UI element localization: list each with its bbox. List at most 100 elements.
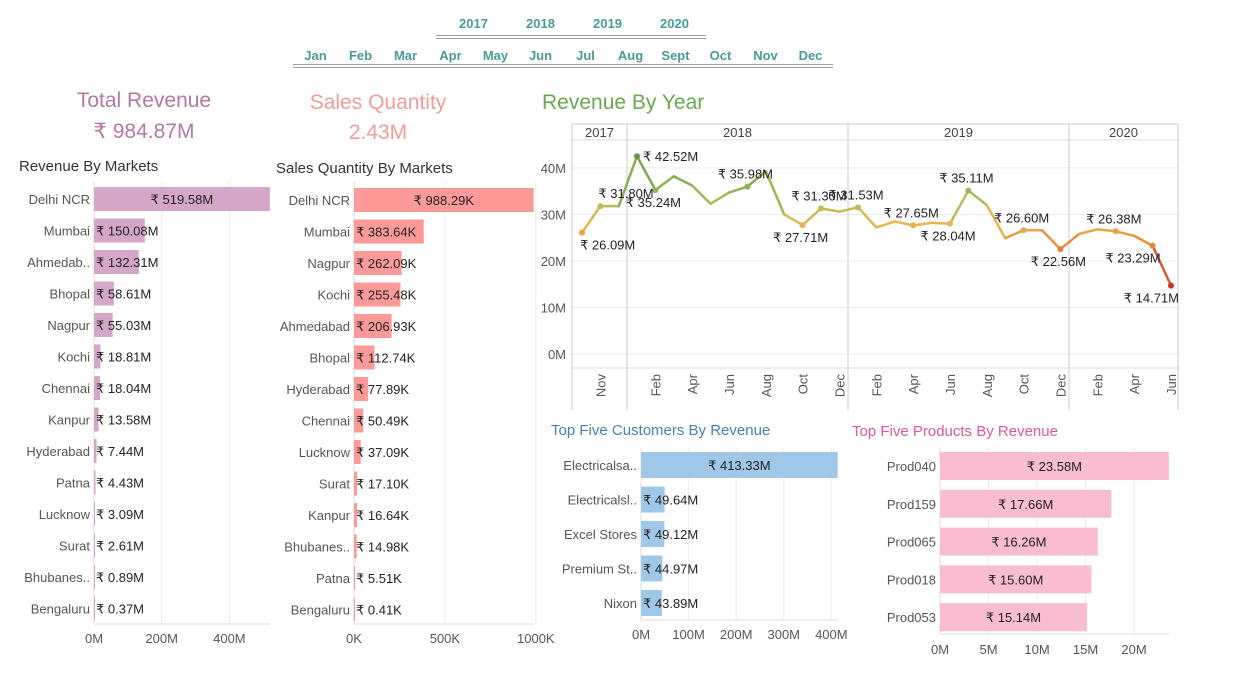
quantity-markets-chart-value-label: ₹ 50.49K xyxy=(356,414,409,429)
revenue-markets-chart-bar xyxy=(94,218,145,243)
month-filter-apr[interactable]: Apr xyxy=(439,48,462,63)
quantity-markets-chart-category-label: Kanpur xyxy=(308,508,351,523)
year-filter-2020[interactable]: 2020 xyxy=(660,16,689,31)
quantity-markets-chart-bar xyxy=(354,566,356,590)
year-filter-2018[interactable]: 2018 xyxy=(526,16,555,31)
line-chart-data-label: ₹ 14.71M xyxy=(1124,291,1179,306)
line-chart-xtick: Apr xyxy=(685,373,700,394)
line-chart-point xyxy=(579,229,585,236)
line-chart-segment xyxy=(801,207,823,227)
quantity-markets-chart-category-label: Bengaluru xyxy=(291,603,350,618)
line-chart-point xyxy=(1020,227,1027,234)
line-chart-segment xyxy=(709,191,731,205)
revenue-markets-chart-bar xyxy=(94,250,139,274)
top-products-chart-category-label: Prod053 xyxy=(887,610,936,625)
line-chart-xtick: Jun xyxy=(722,374,737,395)
line-chart-segment xyxy=(1040,229,1062,251)
line-chart-year-header: 2019 xyxy=(944,125,973,140)
quantity-markets-chart-value-label: ₹ 17.10K xyxy=(356,477,409,492)
month-filter-jan[interactable]: Jan xyxy=(304,48,327,63)
line-chart-segment xyxy=(1003,229,1025,240)
line-chart-xtick: Jun xyxy=(1164,374,1179,395)
line-chart-segment xyxy=(856,206,878,229)
revenue-markets-chart-category-label: Ahmedab.. xyxy=(27,255,90,270)
revenue-markets-chart-value-label: ₹ 7.44M xyxy=(96,444,144,459)
line-chart-segment xyxy=(1151,244,1173,287)
line-chart-segment xyxy=(1132,234,1154,247)
line-chart-ytick: 10M xyxy=(541,301,566,316)
revenue-markets-chart-bar xyxy=(94,376,101,400)
revenue-markets-chart-bar xyxy=(94,565,95,589)
revenue-markets-chart-bar xyxy=(94,407,99,432)
revenue-markets-chart-category-label: Nagpur xyxy=(47,318,90,333)
top-customers-title: Top Five Customers By Revenue xyxy=(551,422,771,439)
top-products-chart-bar xyxy=(940,603,1087,632)
quantity-markets-chart-value-label: ₹ 255.48K xyxy=(356,288,417,303)
revenue-by-markets-title: Revenue By Markets xyxy=(19,158,159,175)
quantity-markets-chart-category-label: Delhi NCR xyxy=(289,193,350,208)
quantity-markets-chart-value-label: ₹ 383.64K xyxy=(356,225,417,240)
revenue-markets-chart-value-label: ₹ 13.58M xyxy=(96,413,151,428)
line-chart-data-label: ₹ 35.11M xyxy=(939,171,993,186)
month-filter-jul[interactable]: Jul xyxy=(576,48,595,63)
revenue-markets-chart-value-label: ₹ 0.37M xyxy=(96,602,144,617)
line-chart-segment xyxy=(746,169,768,188)
line-chart-segment xyxy=(911,221,933,227)
line-chart-segment xyxy=(727,185,749,194)
top-products-chart-bar xyxy=(940,527,1098,556)
line-chart-segment xyxy=(764,169,786,216)
year-filter-2019[interactable]: 2019 xyxy=(593,16,622,31)
month-filter-sept[interactable]: Sept xyxy=(661,48,690,63)
line-chart-segment xyxy=(1096,228,1118,233)
line-chart-segment xyxy=(580,204,602,234)
revenue-markets-chart-category-label: Patna xyxy=(56,476,91,491)
quantity-markets-chart-xtick: 500K xyxy=(430,631,461,646)
quantity-markets-chart-category-label: Surat xyxy=(319,477,350,492)
quantity-markets-chart-bar xyxy=(354,219,424,244)
quantity-markets-chart-category-label: Mumbai xyxy=(304,225,350,240)
line-chart-data-label: ₹ 26.60M xyxy=(994,210,1049,225)
line-chart-segment xyxy=(782,213,804,227)
total-revenue-value: ₹ 984.87M xyxy=(93,120,195,143)
revenue-markets-chart-value-label: ₹ 519.58M xyxy=(151,192,213,207)
top-customers-chart-bar xyxy=(641,590,662,616)
revenue-markets-chart: 0M 200M 400M Delhi NCR ₹ 519.58M Mumbai ₹ 150.… xyxy=(24,182,270,646)
line-chart-segment xyxy=(819,207,841,213)
year-filter-2017[interactable]: 2017 xyxy=(459,16,488,31)
revenue-markets-chart-bar xyxy=(94,187,270,211)
line-chart-data-label: ₹ 35.98M xyxy=(718,167,773,182)
line-chart-segment xyxy=(654,175,676,192)
line-chart-point xyxy=(1168,282,1174,289)
top-customers-chart-bar xyxy=(641,452,838,478)
line-chart-xtick: Dec xyxy=(1053,374,1068,398)
month-filter-divider xyxy=(293,64,833,65)
top-products-chart-bar xyxy=(940,452,1169,480)
month-filter-jun[interactable]: Jun xyxy=(528,48,553,63)
quantity-markets-chart-category-label: Bhopal xyxy=(310,351,351,366)
quantity-markets-chart-value-label: ₹ 16.64K xyxy=(356,508,409,523)
revenue-markets-chart-category-label: Hyderabad xyxy=(26,444,90,459)
top-products-chart-value-label: ₹ 17.66M xyxy=(998,497,1053,512)
revenue-markets-chart-bar xyxy=(94,533,95,558)
line-chart-point xyxy=(597,203,604,210)
month-filter-feb[interactable]: Feb xyxy=(348,48,373,63)
month-filter-mar[interactable]: Mar xyxy=(393,48,418,63)
line-chart-data-label: ₹ 35.24M xyxy=(626,195,681,210)
line-chart-xtick: Jun xyxy=(943,374,958,395)
revenue-markets-chart-bar xyxy=(94,470,96,495)
quantity-markets-chart-category-label: Bhubanes.. xyxy=(284,540,350,555)
quantity-markets-chart-bar xyxy=(354,503,358,527)
revenue-markets-chart-category-label: Bhopal xyxy=(50,287,91,302)
revenue-markets-chart-category-label: Bhubanes.. xyxy=(24,570,90,585)
month-filter-oct[interactable]: Oct xyxy=(709,48,732,63)
month-filter-aug[interactable]: Aug xyxy=(617,48,644,63)
month-filter-may[interactable]: May xyxy=(482,48,509,63)
line-chart-year-header: 2020 xyxy=(1109,125,1138,140)
line-chart-segment xyxy=(635,154,657,192)
month-filter-nov[interactable]: Nov xyxy=(753,48,778,63)
quantity-markets-chart-xtick: 1000K xyxy=(517,631,555,646)
revenue-by-year-title: Revenue By Year xyxy=(542,91,705,114)
line-chart-ytick: 30M xyxy=(541,207,566,222)
month-filter-dec[interactable]: Dec xyxy=(798,48,823,63)
quantity-by-markets-title: Sales Quantity By Markets xyxy=(276,160,453,177)
